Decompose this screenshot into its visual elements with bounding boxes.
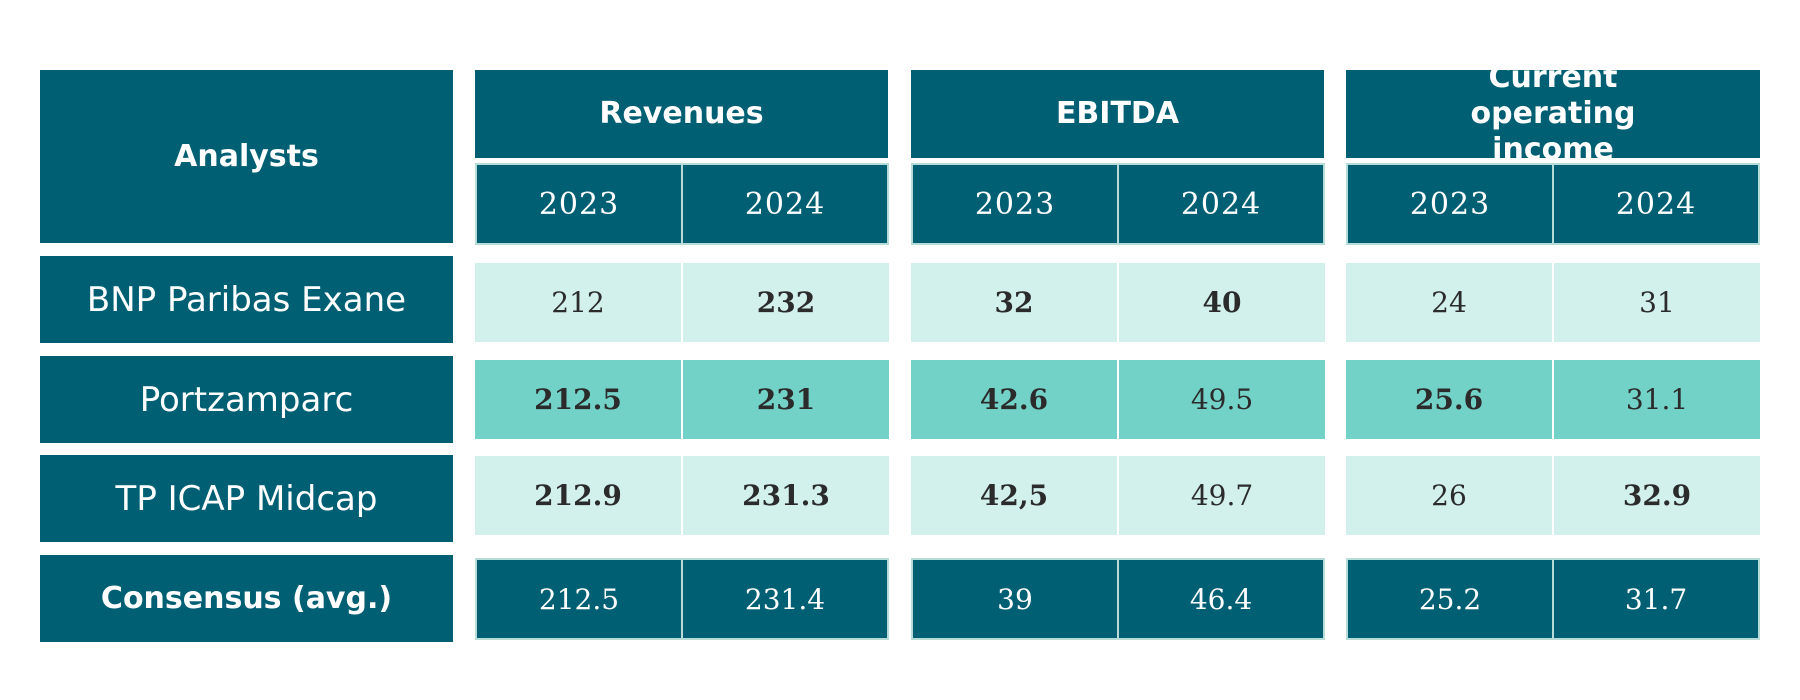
year-label: 2023 xyxy=(1409,186,1491,222)
analysts-header: Analysts xyxy=(40,70,453,243)
cell-value: 212.5 xyxy=(538,582,620,616)
group-header-revenues: Revenues xyxy=(475,70,888,158)
cell-bnp-ebitda-2024: 40 xyxy=(1119,263,1325,342)
year-label: 2024 xyxy=(744,186,826,222)
cell-tpicap-revenues-2024: 231.3 xyxy=(683,456,889,535)
cell-bnp-coi-2024: 31 xyxy=(1554,263,1760,342)
year-header-ebitda-2024: 2024 xyxy=(1117,163,1325,245)
year-label: 2023 xyxy=(538,186,620,222)
cell-value: 32 xyxy=(994,286,1034,319)
cell-value: 24 xyxy=(1431,286,1467,319)
cell-value: 32.9 xyxy=(1622,479,1692,512)
row-label-bnp-paribas-exane: BNP Paribas Exane xyxy=(40,256,453,343)
cell-value: 42,5 xyxy=(979,479,1049,512)
cell-portzamparc-ebitda-2024: 49.5 xyxy=(1119,360,1325,439)
cell-value: 49.7 xyxy=(1190,479,1254,512)
year-header-revenues-2023: 2023 xyxy=(475,163,683,245)
cell-portzamparc-revenues-2024: 231 xyxy=(683,360,889,439)
cell-value: 39 xyxy=(997,582,1033,616)
cell-value: 31 xyxy=(1639,286,1675,319)
cell-portzamparc-coi-2024: 31.1 xyxy=(1554,360,1760,439)
cell-consensus-revenues-2023: 212.5 xyxy=(475,558,683,640)
cell-value: 49.5 xyxy=(1190,383,1254,416)
year-label: 2023 xyxy=(974,186,1056,222)
year-label: 2024 xyxy=(1615,186,1697,222)
group-header-label: Current operating income xyxy=(1470,60,1636,167)
group-header-ebitda: EBITDA xyxy=(911,70,1324,158)
year-header-coi-2024: 2024 xyxy=(1552,163,1760,245)
cell-value: 26 xyxy=(1431,479,1467,512)
cell-consensus-coi-2023: 25.2 xyxy=(1346,558,1554,640)
row-label-tp-icap-midcap: TP ICAP Midcap xyxy=(40,455,453,542)
row-label-text: Portzamparc xyxy=(139,379,354,420)
cell-tpicap-ebitda-2023: 42,5 xyxy=(911,456,1117,535)
year-header-coi-2023: 2023 xyxy=(1346,163,1554,245)
row-label-portzamparc: Portzamparc xyxy=(40,356,453,443)
row-label-text: Consensus (avg.) xyxy=(100,581,393,616)
cell-value: 46.4 xyxy=(1189,582,1253,616)
cell-tpicap-ebitda-2024: 49.7 xyxy=(1119,456,1325,535)
cell-value: 31.1 xyxy=(1625,383,1689,416)
cell-consensus-ebitda-2024: 46.4 xyxy=(1117,558,1325,640)
cell-bnp-ebitda-2023: 32 xyxy=(911,263,1117,342)
cell-tpicap-coi-2023: 26 xyxy=(1346,456,1552,535)
cell-value: 42.6 xyxy=(979,383,1049,416)
row-label-text: BNP Paribas Exane xyxy=(86,279,407,320)
cell-bnp-revenues-2024: 232 xyxy=(683,263,889,342)
cell-value: 25.6 xyxy=(1414,383,1484,416)
cell-consensus-coi-2024: 31.7 xyxy=(1552,558,1760,640)
cell-value: 232 xyxy=(756,286,816,319)
year-header-ebitda-2023: 2023 xyxy=(911,163,1119,245)
cell-value: 212.9 xyxy=(534,479,622,512)
cell-portzamparc-coi-2023: 25.6 xyxy=(1346,360,1552,439)
group-header-label: Revenues xyxy=(599,96,764,131)
cell-portzamparc-ebitda-2023: 42.6 xyxy=(911,360,1117,439)
cell-consensus-ebitda-2023: 39 xyxy=(911,558,1119,640)
cell-bnp-revenues-2023: 212 xyxy=(475,263,681,342)
analysts-header-label: Analysts xyxy=(174,138,319,174)
cell-portzamparc-revenues-2023: 212.5 xyxy=(475,360,681,439)
cell-bnp-coi-2023: 24 xyxy=(1346,263,1552,342)
cell-value: 40 xyxy=(1202,286,1242,319)
cell-value: 212 xyxy=(551,286,605,319)
cell-value: 31.7 xyxy=(1624,582,1688,616)
cell-value: 212.5 xyxy=(534,383,622,416)
cell-value: 231.4 xyxy=(744,582,826,616)
cell-value: 231.3 xyxy=(742,479,830,512)
year-header-revenues-2024: 2024 xyxy=(681,163,889,245)
cell-value: 25.2 xyxy=(1418,582,1482,616)
year-label: 2024 xyxy=(1180,186,1262,222)
cell-consensus-revenues-2024: 231.4 xyxy=(681,558,889,640)
group-header-label: EBITDA xyxy=(1055,96,1180,131)
group-header-current-operating-income: Current operating income xyxy=(1346,60,1760,167)
row-label-consensus: Consensus (avg.) xyxy=(40,555,453,642)
cell-value: 231 xyxy=(756,383,816,416)
cell-tpicap-revenues-2023: 212.9 xyxy=(475,456,681,535)
cell-tpicap-coi-2024: 32.9 xyxy=(1554,456,1760,535)
row-label-text: TP ICAP Midcap xyxy=(115,478,378,519)
